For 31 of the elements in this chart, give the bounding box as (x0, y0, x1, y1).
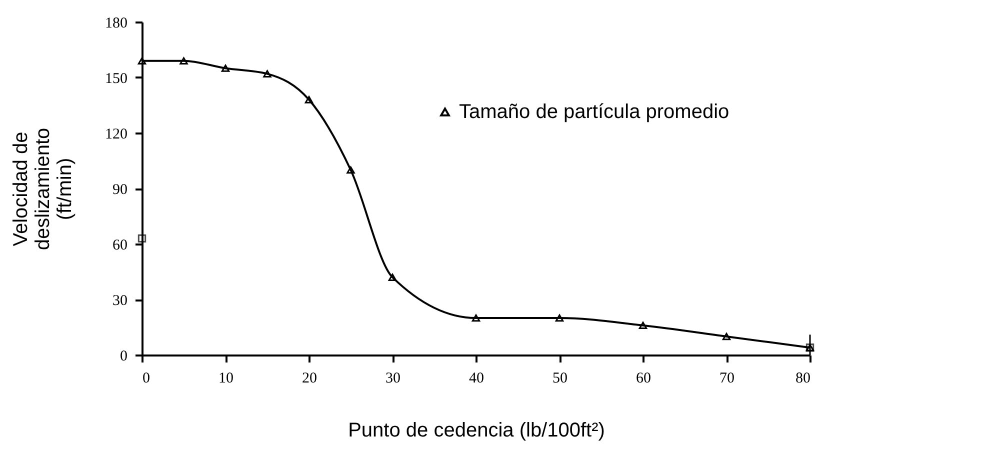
x-tick-label: 40 (469, 370, 484, 386)
y-tick-label: 60 (112, 238, 128, 254)
point (304, 96, 314, 104)
x-tick-label: 0 (142, 370, 150, 386)
x-tick-label: 30 (386, 370, 400, 386)
point (346, 166, 355, 174)
point (555, 314, 564, 322)
point (138, 57, 146, 65)
point (263, 70, 272, 78)
x-tick-label: 10 (218, 370, 234, 386)
y-tick-label: 120 (105, 126, 128, 142)
x-tick-label: 20 (302, 370, 317, 386)
point (138, 234, 146, 243)
point (638, 322, 648, 330)
legend-label: Tamaño de partícula promedio (459, 101, 730, 123)
y-tick-label: 180 (105, 16, 128, 32)
x-axis-title: Punto de cedencia (lb/100ft²) (348, 420, 605, 442)
y-axis-title: Velocidad de deslizamiento (ft/min) (10, 128, 76, 250)
y-tick-label: 90 (112, 182, 128, 198)
point (221, 64, 230, 72)
y-tick-label: 30 (112, 293, 128, 309)
y-tick-label: 150 (105, 71, 128, 87)
point (722, 332, 731, 340)
x-tick-label: 60 (636, 370, 651, 386)
point (388, 274, 397, 281)
point (180, 57, 188, 65)
x-tick-label: 70 (720, 370, 734, 386)
y-tick-label: 0 (120, 348, 128, 364)
point (472, 314, 480, 322)
x-tick-label: 80 (796, 370, 810, 386)
x-tick-label: 50 (552, 370, 568, 386)
